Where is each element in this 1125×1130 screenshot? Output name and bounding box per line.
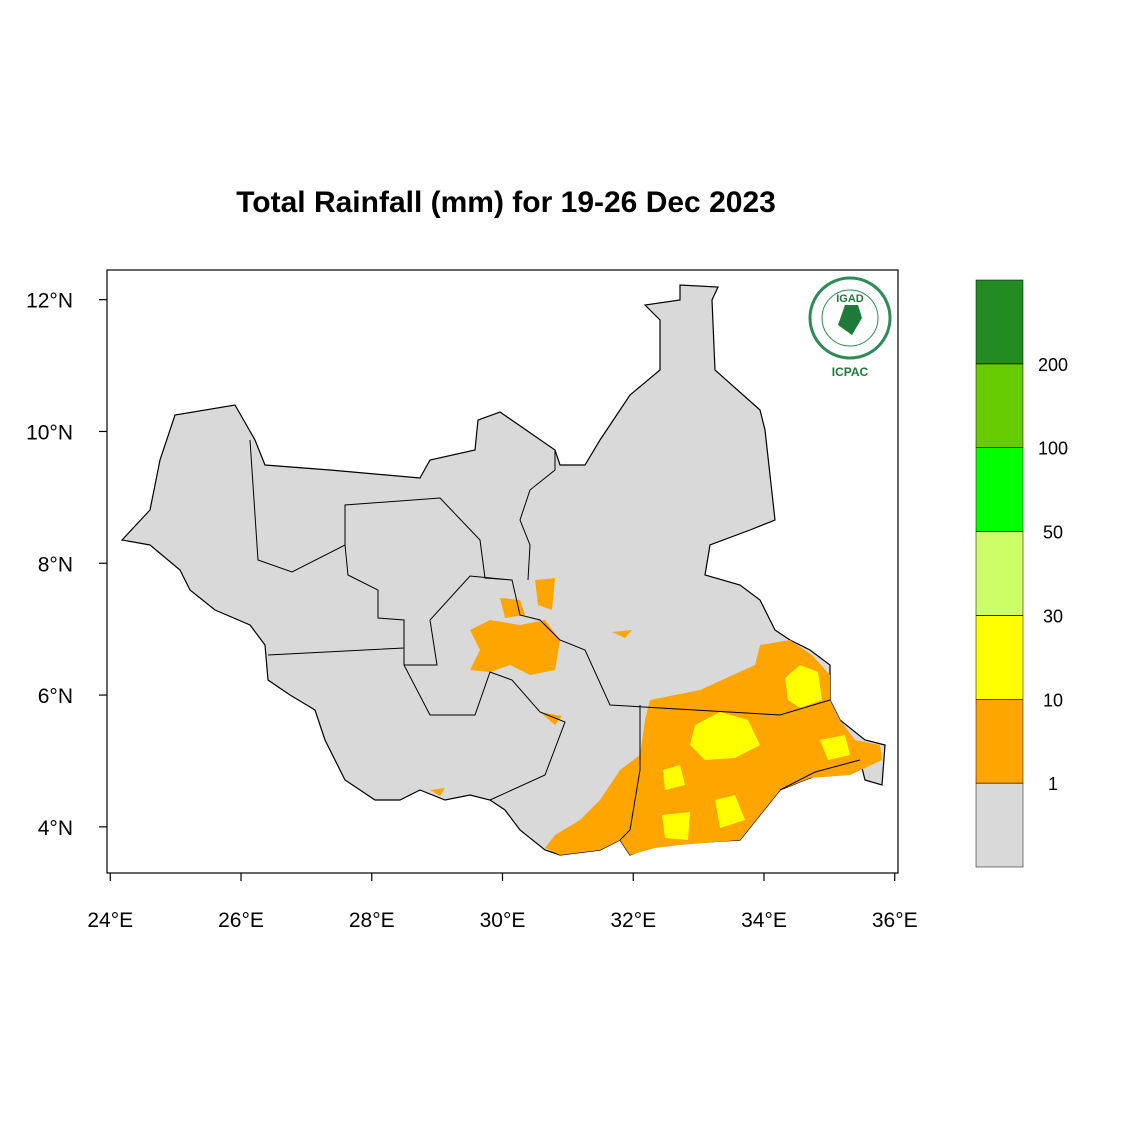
colorbar-box (975, 279, 1024, 365)
colorbar-label: 50 (1043, 523, 1063, 543)
x-tick-label: 34°E (741, 909, 787, 932)
rainfall-10-30 (430, 578, 632, 796)
y-tick-label: 8°N (38, 553, 73, 576)
logo-caption: ICPAC (832, 365, 869, 379)
map-title: Total Rainfall (mm) for 19-26 Dec 2023 (236, 186, 776, 219)
colorbar-label: 100 (1038, 439, 1068, 459)
x-tick-label: 24°E (87, 909, 133, 932)
colorbar-box (975, 782, 1024, 868)
logo: IGAD ICPAC (808, 276, 892, 379)
axes: 24°E 26°E 28°E 30°E 32°E 34°E 36°E 4°N 6°N 8°N 10°… (26, 290, 918, 932)
country (120, 284, 886, 856)
colorbar-box (975, 699, 1024, 784)
logo-continent (838, 305, 862, 335)
colorbar-box (975, 615, 1024, 700)
colorbar-label: 1 (1048, 774, 1058, 794)
logo-title: IGAD (836, 293, 864, 305)
y-tick-label: 12°N (26, 290, 73, 313)
x-tick-label: 32°E (610, 909, 656, 932)
x-tick-label: 26°E (218, 909, 264, 932)
state-boundaries (249, 439, 861, 841)
y-tick-label: 10°N (26, 421, 73, 444)
x-tick-label: 28°E (349, 909, 395, 932)
x-tick-label: 36°E (872, 909, 918, 932)
colorbar-box (975, 531, 1024, 616)
colorbar-box (975, 447, 1024, 532)
colorbar: 1 10 30 50 100 200 (975, 279, 1068, 868)
rainfall-30-50 (662, 665, 850, 840)
colorbar-label: 10 (1043, 690, 1063, 710)
logo-inner-ring (821, 289, 879, 347)
colorbar-box (975, 363, 1024, 448)
colorbar-label: 200 (1038, 355, 1068, 375)
colorbar-label: 30 (1043, 606, 1063, 626)
y-tick-label: 6°N (38, 685, 73, 708)
y-tick-label: 4°N (38, 817, 73, 840)
x-tick-label: 30°E (480, 909, 526, 932)
